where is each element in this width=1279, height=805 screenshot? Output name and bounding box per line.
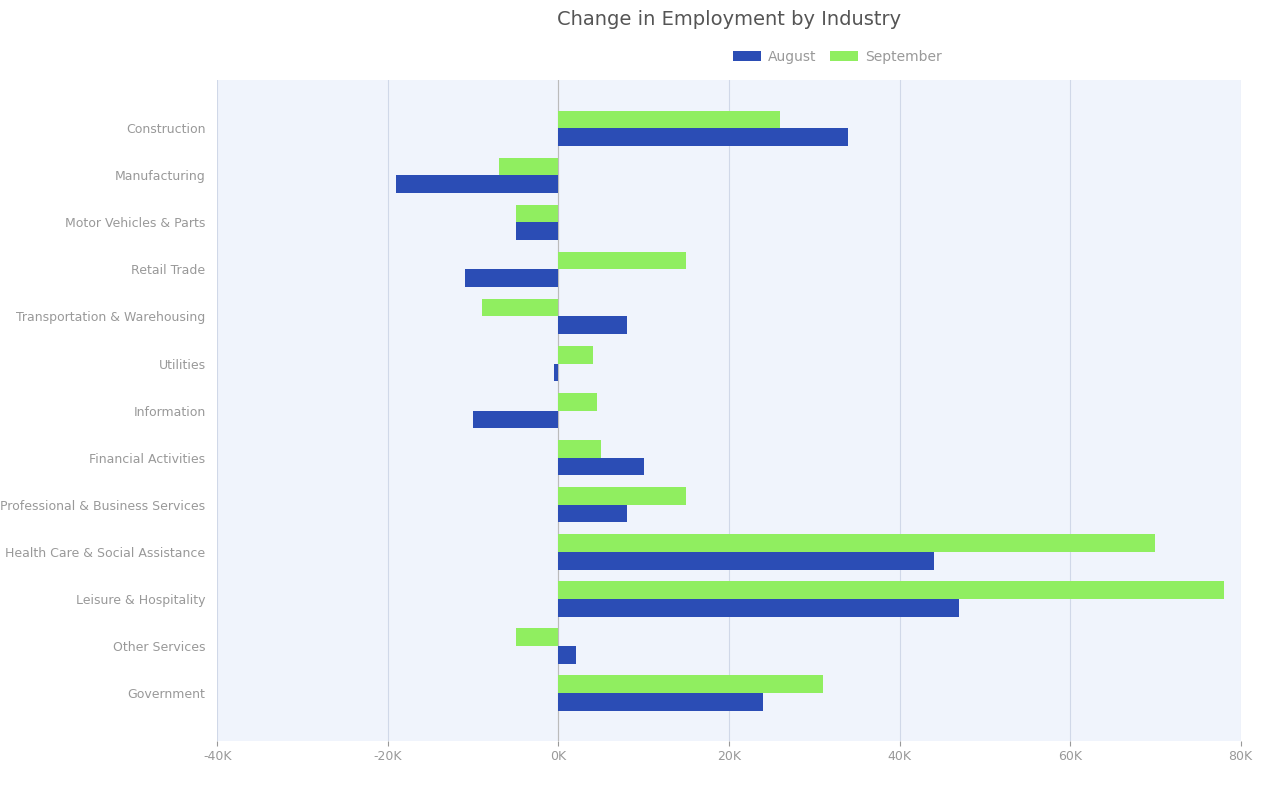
Bar bbox=[515, 628, 559, 646]
Bar bbox=[559, 551, 934, 569]
Bar bbox=[559, 675, 822, 693]
Bar bbox=[554, 364, 559, 382]
Bar bbox=[559, 646, 576, 663]
Bar bbox=[396, 175, 559, 193]
Bar bbox=[473, 411, 559, 428]
Bar bbox=[559, 534, 1155, 551]
Bar bbox=[559, 440, 601, 457]
Bar bbox=[559, 110, 780, 128]
Bar bbox=[559, 252, 687, 270]
Bar bbox=[559, 457, 643, 476]
Bar bbox=[559, 393, 597, 411]
Bar bbox=[515, 222, 559, 241]
Bar bbox=[482, 299, 559, 316]
Bar bbox=[559, 693, 764, 711]
Bar bbox=[515, 204, 559, 222]
Bar bbox=[559, 345, 592, 364]
Bar bbox=[559, 487, 687, 505]
Bar bbox=[559, 128, 848, 147]
Bar bbox=[559, 599, 959, 617]
Bar bbox=[559, 316, 627, 334]
Bar bbox=[464, 270, 559, 287]
Title: Change in Employment by Industry: Change in Employment by Industry bbox=[556, 10, 902, 29]
Bar bbox=[559, 505, 627, 522]
Legend: August, September: August, September bbox=[728, 44, 948, 70]
Bar bbox=[559, 580, 1224, 599]
Bar bbox=[499, 158, 559, 175]
